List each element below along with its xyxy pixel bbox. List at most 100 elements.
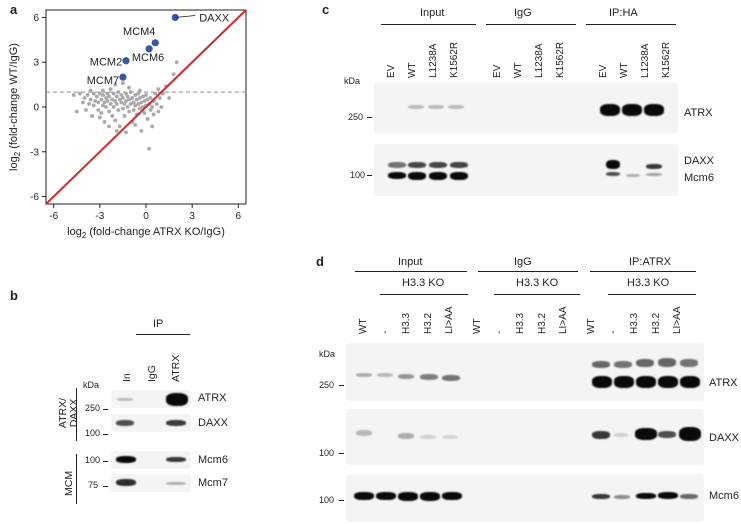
highlight-point bbox=[119, 73, 127, 81]
data-point bbox=[142, 99, 147, 103]
protein-label-daxx: DAXX bbox=[198, 417, 228, 429]
data-point bbox=[77, 91, 82, 96]
data-point bbox=[101, 88, 105, 93]
marker-tick bbox=[103, 461, 108, 462]
lane-label: H3.2 bbox=[422, 312, 434, 334]
data-point bbox=[136, 102, 141, 106]
band bbox=[680, 494, 698, 499]
band bbox=[680, 359, 698, 367]
data-point bbox=[141, 94, 145, 99]
y-tick-label: -3 bbox=[30, 147, 39, 158]
lane-label: H3.3 bbox=[629, 312, 641, 334]
band bbox=[442, 375, 460, 381]
band bbox=[420, 374, 438, 380]
data-point bbox=[150, 124, 155, 129]
band bbox=[408, 105, 424, 109]
band bbox=[592, 361, 610, 368]
highlight-label: MCM2 bbox=[90, 57, 122, 69]
band bbox=[398, 433, 414, 439]
y-axis-label-sub: 2 bbox=[13, 151, 22, 156]
data-point bbox=[84, 108, 88, 112]
band bbox=[408, 162, 426, 168]
band bbox=[636, 376, 656, 388]
marker-100: 100 bbox=[319, 495, 335, 505]
highlight-label: MCM7 bbox=[87, 75, 119, 87]
highlight-label: MCM6 bbox=[132, 52, 164, 64]
x-tick-label: -6 bbox=[49, 211, 58, 222]
data-point bbox=[111, 105, 116, 109]
blot-b-daxx bbox=[111, 414, 191, 432]
marker-100: 100 bbox=[350, 170, 366, 180]
data-point bbox=[136, 91, 141, 96]
band bbox=[377, 373, 393, 377]
lane-label: LI>AA bbox=[672, 306, 684, 334]
band bbox=[429, 162, 447, 168]
lane-label: WT bbox=[358, 318, 369, 334]
group-line-ip-ha bbox=[586, 24, 676, 25]
lane-label: LI>AA bbox=[444, 306, 456, 334]
band bbox=[356, 373, 372, 377]
marker-tick bbox=[367, 117, 372, 118]
data-point bbox=[87, 102, 91, 106]
band bbox=[429, 172, 447, 180]
data-point bbox=[105, 91, 110, 96]
band bbox=[388, 172, 406, 179]
protein-label-atrx: ATRX bbox=[709, 377, 738, 389]
data-point bbox=[139, 128, 144, 133]
data-point bbox=[151, 112, 156, 117]
x-axis-label-sub: 2 bbox=[82, 231, 87, 240]
blot-b-mcm7 bbox=[111, 474, 191, 492]
kda-label: kDa bbox=[344, 76, 361, 86]
band bbox=[398, 374, 414, 379]
y-tick-label: 6 bbox=[33, 13, 39, 24]
subgroup-line bbox=[608, 294, 696, 295]
data-point bbox=[97, 115, 102, 120]
data-point bbox=[107, 94, 111, 99]
group-bracket-atrx-daxx bbox=[76, 388, 77, 441]
subgroup-line bbox=[380, 294, 468, 295]
data-point bbox=[119, 93, 124, 97]
data-point bbox=[122, 114, 127, 118]
data-point bbox=[116, 108, 121, 112]
data-point bbox=[81, 100, 85, 105]
panel-c-label: c bbox=[322, 2, 330, 17]
data-point bbox=[114, 128, 119, 133]
kda-label: kDa bbox=[83, 380, 100, 390]
data-point bbox=[111, 91, 116, 96]
data-point bbox=[99, 111, 104, 115]
data-point bbox=[90, 114, 95, 118]
band bbox=[354, 492, 374, 500]
subgroup-label-h33ko: H3.3 KO bbox=[402, 277, 445, 289]
group-label-igg: IgG bbox=[514, 256, 532, 268]
band bbox=[635, 428, 657, 440]
protein-label-atrx: ATRX bbox=[198, 392, 227, 404]
data-point bbox=[97, 91, 102, 96]
protein-label-daxx: DAXX bbox=[684, 155, 714, 167]
lane-label: - bbox=[379, 330, 391, 334]
data-point bbox=[174, 60, 179, 65]
data-point bbox=[153, 91, 158, 96]
data-point bbox=[133, 103, 138, 108]
highlight-point bbox=[151, 39, 159, 47]
lane-label: - bbox=[493, 330, 505, 334]
data-point bbox=[91, 91, 96, 96]
data-point bbox=[159, 105, 164, 109]
lane-label: H3.3 bbox=[515, 312, 527, 334]
group-line-input bbox=[355, 271, 467, 272]
band bbox=[116, 456, 136, 463]
band bbox=[614, 361, 632, 368]
marker-100: 100 bbox=[85, 455, 101, 465]
group-label-input: Input bbox=[420, 7, 445, 19]
data-point bbox=[124, 99, 128, 103]
data-point bbox=[124, 91, 128, 96]
ip-header: IP bbox=[153, 318, 164, 330]
y-axis-label-base: log bbox=[8, 156, 20, 171]
data-point bbox=[154, 102, 159, 106]
group-label-mcm: MCM bbox=[63, 470, 75, 496]
y-tick-label: 3 bbox=[33, 58, 39, 69]
band bbox=[644, 104, 664, 116]
data-point bbox=[88, 88, 93, 93]
highlight-point bbox=[122, 57, 130, 65]
data-point bbox=[131, 100, 136, 105]
band bbox=[646, 164, 662, 169]
